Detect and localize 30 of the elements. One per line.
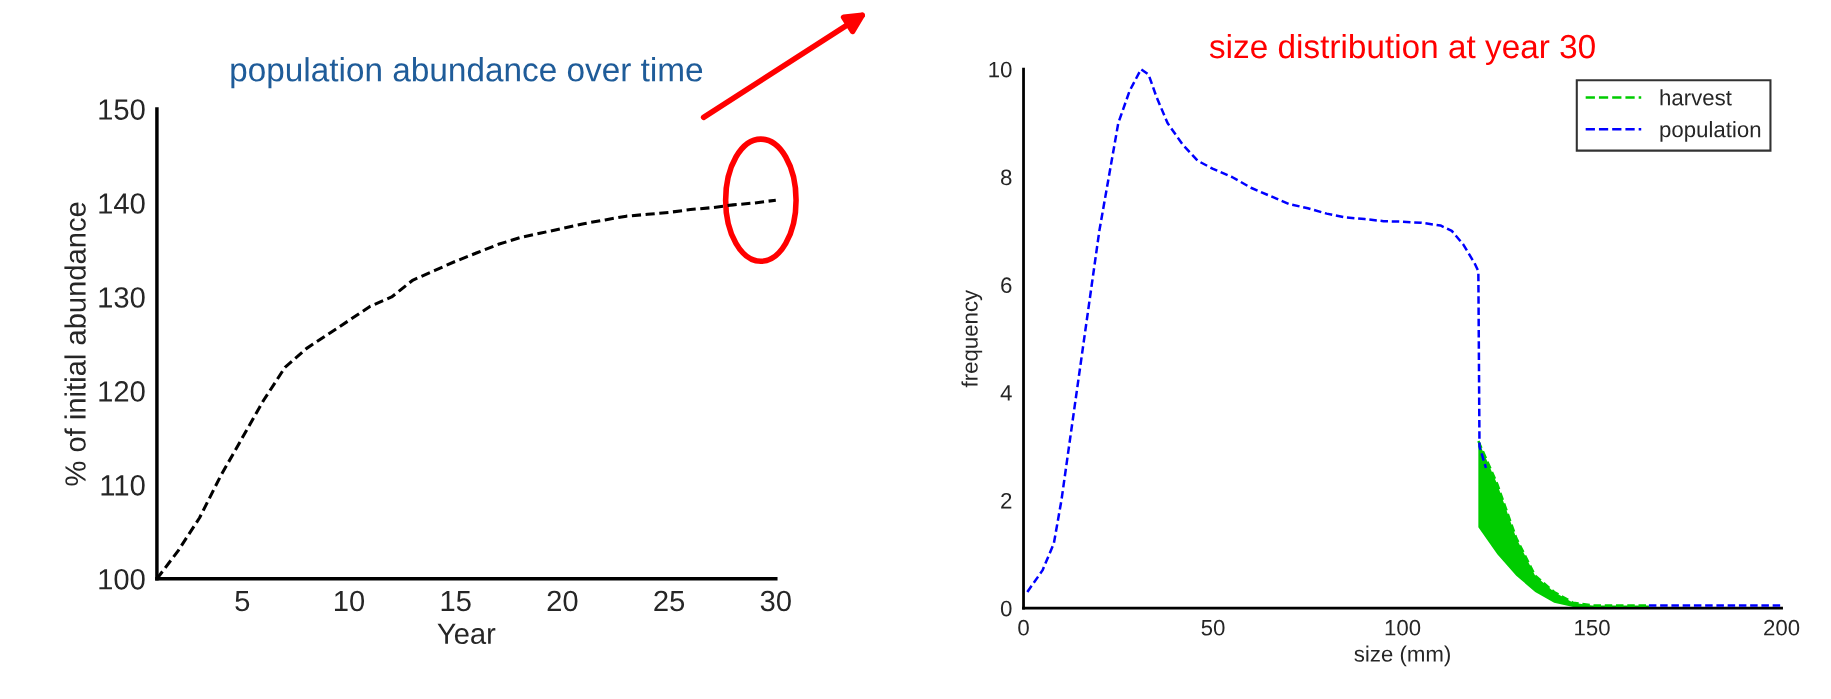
legend-label: harvest [1660, 89, 1732, 106]
x-tick-label: 10 [334, 590, 365, 612]
y-tick-label: 140 [99, 193, 145, 214]
chart-title: population abundance over time [231, 57, 703, 89]
y-tick-label: 100 [99, 568, 145, 590]
x-tick-label: 0 [1018, 619, 1029, 636]
x-axis-title: Year [437, 623, 496, 645]
y-tick-label: 120 [99, 381, 145, 402]
y-axis-title: % of initial abundance [64, 202, 86, 486]
y-tick-label: 110 [101, 475, 145, 496]
y-tick-label: 130 [99, 287, 145, 308]
x-axis-title: size (mm) [1354, 645, 1450, 667]
x-tick-label: 20 [547, 590, 578, 612]
x-tick-label: 30 [760, 590, 791, 612]
y-tick-label: 2 [1001, 492, 1012, 509]
y-tick-label: 8 [1001, 169, 1012, 186]
x-tick-label: 50 [1201, 619, 1225, 636]
y-tick-label: 150 [99, 99, 145, 120]
x-tick-label: 150 [1575, 619, 1610, 636]
legend-label: population [1660, 121, 1761, 142]
chart-title: size distribution at year 30 [1209, 33, 1595, 66]
x-tick-label: 200 [1764, 619, 1800, 636]
y-tick-label: 10 [989, 61, 1012, 78]
x-tick-label: 25 [654, 590, 685, 612]
x-tick-label: 5 [235, 590, 250, 612]
y-axis-title: frequency [961, 289, 983, 388]
x-tick-label: 100 [1385, 619, 1421, 636]
y-tick-label: 4 [1000, 385, 1012, 401]
x-tick-label: 15 [441, 590, 471, 612]
y-tick-label: 6 [1001, 277, 1012, 294]
